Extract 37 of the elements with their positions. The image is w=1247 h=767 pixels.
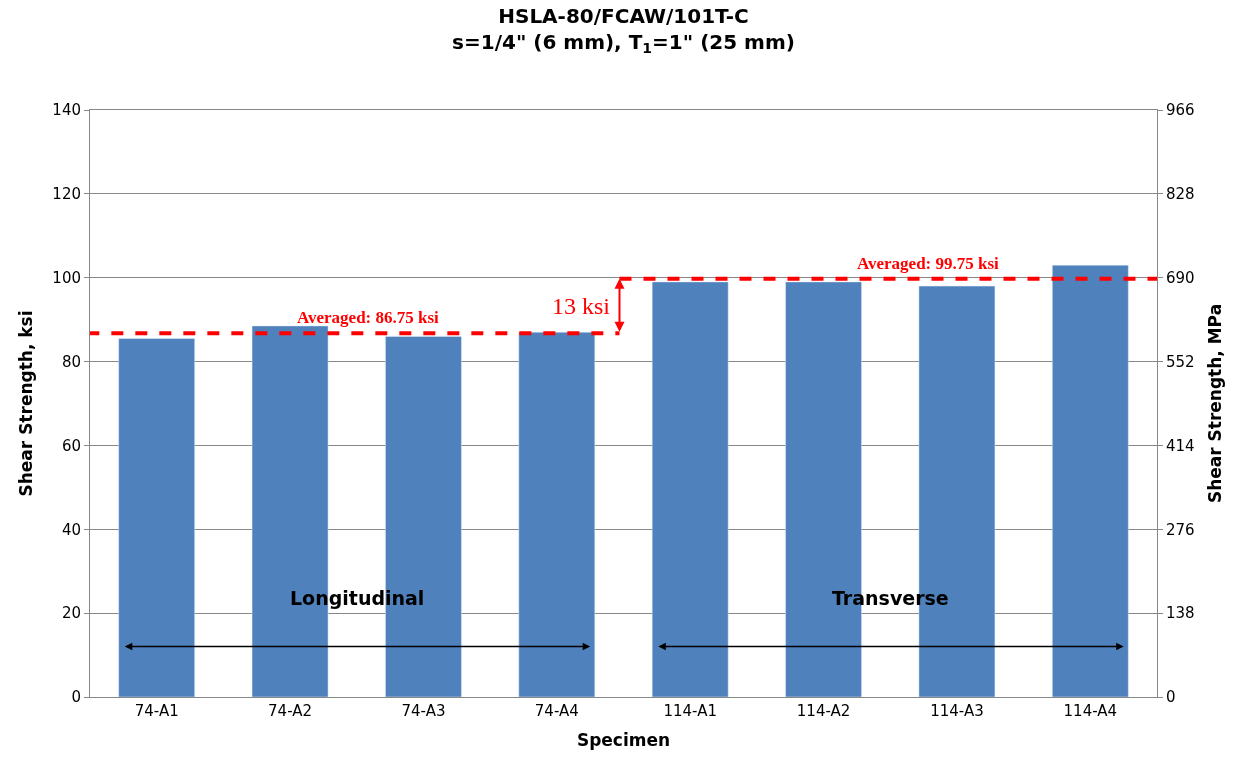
annotation: Transverse: [832, 587, 949, 609]
y2-tick-label: 552: [1166, 352, 1195, 371]
bar: [118, 338, 195, 697]
x-tick-label: 114-A4: [1063, 702, 1118, 720]
y-tick-label: 20: [61, 604, 81, 623]
x-tick-label: 74-A4: [534, 702, 579, 720]
y2-tick-label: 138: [1166, 604, 1195, 623]
x-tick-label: 114-A2: [796, 702, 851, 720]
y2-tick-label: 828: [1166, 185, 1195, 204]
chart-title: HSLA-80/FCAW/101T-C: [498, 4, 749, 29]
y-tick-label: 0: [71, 688, 81, 707]
bar: [651, 281, 729, 697]
ref-line-label: Averaged: 99.75 ksi: [857, 254, 1000, 273]
y2-tick-label: 0: [1166, 688, 1176, 707]
bar: [1052, 264, 1129, 697]
x-tick-label: 74-A2: [268, 702, 313, 720]
y2-tick-label: 414: [1166, 436, 1195, 455]
y-tick-label: 60: [61, 436, 81, 455]
y-axis-title: Shear Strength, ksi: [15, 310, 36, 497]
annotation: 13 ksi: [552, 293, 611, 319]
y-tick-label: 140: [52, 101, 81, 120]
x-tick-label: 114-A1: [663, 702, 717, 720]
bar: [518, 331, 596, 697]
y2-tick-label: 690: [1166, 268, 1195, 287]
x-tick-label: 74-A3: [401, 702, 446, 720]
y2-tick-label: 966: [1166, 101, 1195, 120]
ref-line-label: Averaged: 86.75 ksi: [297, 308, 440, 327]
y2-tick-label: 276: [1166, 520, 1195, 539]
chart-subtitle: s=1/4" (6 mm), T$_{1}$=1" (25 mm): [452, 30, 795, 57]
y2-axis-title: Shear Strength, MPa: [1205, 303, 1226, 504]
y-tick-label: 100: [52, 268, 81, 287]
x-axis-title: Specimen: [576, 730, 671, 751]
y-tick-label: 120: [52, 185, 81, 204]
x-tick-label: 74-A1: [134, 702, 179, 720]
y-tick-label: 80: [61, 352, 81, 371]
y-tick-label: 40: [61, 520, 81, 539]
x-tick-label: 114-A3: [930, 702, 984, 720]
